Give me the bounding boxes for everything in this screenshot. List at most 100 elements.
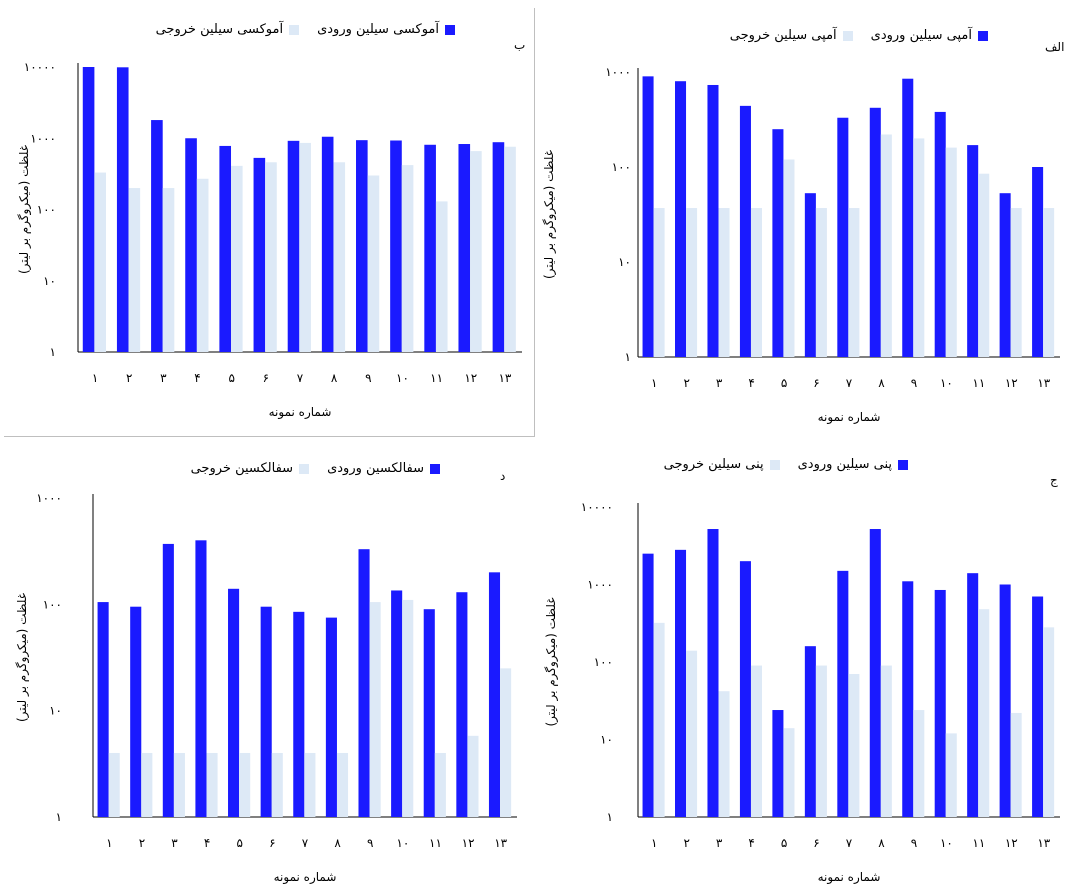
bar-outflow [783, 728, 795, 817]
x-axis-label: شماره نمونه [274, 870, 337, 885]
bar-inflow [675, 549, 687, 817]
legend-item-outflow: سفالکسین خروجی [190, 461, 310, 476]
bar-outflow [369, 602, 381, 817]
x-tick-label: ۳ [716, 376, 723, 390]
bar-outflow [173, 752, 185, 817]
x-tick-label: ۶ [269, 836, 275, 850]
x-tick-label: ۱ [106, 836, 112, 850]
legend-item-outflow: پنی سیلین خروجی [664, 457, 780, 472]
x-tick-label: ۱۳ [1037, 836, 1050, 850]
y-tick-label: ۱ [625, 350, 631, 364]
bar-inflow [772, 710, 784, 817]
bar-outflow [686, 650, 698, 817]
bar-inflow [228, 588, 240, 817]
y-tick-label: ۱۰۰۰ [36, 491, 62, 505]
panel-letter-alef: الف [1045, 40, 1065, 54]
x-tick-label: ۱۰ [396, 836, 409, 850]
y-tick-label: ۱۰۰۰ [587, 578, 613, 592]
bar-inflow [287, 140, 300, 352]
x-tick-label: ۱۲ [1005, 836, 1018, 850]
bar-outflow [434, 752, 446, 817]
x-tick-label: ۱ [651, 836, 657, 850]
y-tick-label: ۱۰ [49, 704, 62, 718]
bar-inflow [675, 81, 687, 357]
x-tick-label: ۱۰ [396, 371, 409, 385]
bar-outflow [299, 142, 311, 352]
x-tick-label: ۵ [237, 836, 243, 850]
y-tick-label: ۱۰۰۰۰ [581, 500, 613, 514]
panel-letter-dal: د [500, 469, 506, 483]
bar-outflow [653, 622, 665, 817]
bar-inflow [902, 581, 914, 817]
bar-outflow [815, 208, 827, 357]
y-tick-label: ۱۰ [600, 733, 613, 747]
bar-outflow [141, 752, 153, 817]
bar-inflow [219, 145, 232, 352]
bar-inflow [642, 553, 654, 817]
x-tick-label: ۶ [263, 371, 269, 385]
x-tick-label: ۱۲ [1005, 376, 1018, 390]
bar-inflow [772, 129, 784, 357]
bar-outflow [750, 665, 763, 817]
x-tick-label: ۳ [171, 836, 178, 850]
y-tick-label: ۱۰ [43, 274, 56, 288]
bar-inflow [739, 561, 751, 817]
x-tick-label: ۷ [297, 371, 304, 385]
x-axis-label: شماره نمونه [818, 870, 881, 885]
bar-inflow [707, 529, 719, 817]
bar-inflow [195, 540, 207, 817]
bar-outflow [945, 147, 957, 357]
bar-outflow [1010, 712, 1022, 817]
chart-panel-jim: پنی سیلین ورودی پنی سیلین خروجی ج ۱ ۱۰ ۱۰۰… [535, 445, 1073, 893]
bar-inflow [967, 145, 979, 357]
bar-inflow [82, 67, 95, 352]
legend-label-outflow: آموکسی سیلین خروجی [155, 22, 284, 37]
x-tick-label: ۱۱ [429, 836, 442, 850]
y-axis-label: غلظت (میکروگرم بر لیتر) [544, 597, 559, 726]
y-tick-label: ۱۰۰ [43, 597, 62, 611]
bar-inflow [97, 602, 109, 817]
legend-label-inflow: آمپی سیلین ورودی [870, 28, 972, 43]
bar-inflow [837, 570, 849, 817]
x-tick-label: ۶ [813, 376, 819, 390]
x-tick-label: ۸ [331, 371, 338, 385]
x-tick-label: ۱۱ [972, 376, 985, 390]
bar-inflow [934, 111, 946, 357]
x-tick-label: ۹ [911, 836, 917, 850]
x-tick-label: ۷ [302, 836, 309, 850]
x-tick-label: ۱۳ [1037, 376, 1050, 390]
bar-outflow [94, 172, 107, 352]
x-tick-label: ۷ [846, 376, 853, 390]
bar-inflow [869, 529, 881, 817]
x-tick-label: ۸ [334, 836, 341, 850]
bar-inflow [869, 107, 881, 357]
legend-item-outflow: آمپی سیلین خروجی [730, 28, 853, 43]
legend-item-inflow: آموکسی سیلین ورودی [317, 22, 455, 37]
bar-outflow [333, 162, 346, 352]
bar-outflow [367, 175, 380, 352]
y-tick-label: ۱ [607, 810, 613, 824]
x-tick-label: ۹ [367, 836, 373, 850]
y-tick-label: ۱ [50, 345, 56, 359]
bar-outflow [783, 159, 795, 357]
x-tick-label: ۴ [204, 836, 210, 850]
legend-label-outflow: سفالکسین خروجی [190, 461, 294, 476]
x-axis-label: شماره نمونه [269, 405, 332, 420]
bar-inflow [321, 136, 334, 352]
bar-outflow [470, 151, 482, 352]
bar-inflow [151, 120, 163, 353]
bar-inflow [253, 157, 266, 352]
bar-inflow [804, 646, 816, 817]
x-tick-label: ۵ [228, 371, 234, 385]
panel-letter-b: ب [514, 38, 526, 52]
bar-outflow [500, 668, 512, 817]
bar-outflow [945, 733, 957, 817]
bar-inflow [934, 589, 946, 817]
panel-b-frame [4, 8, 535, 437]
legend-item-inflow: سفالکسین ورودی [327, 461, 440, 476]
x-tick-label: ۴ [194, 371, 200, 385]
chart-panel-dal: سفالکسین ورودی سفالکسین خروجی د ۱ ۱۰ ۱۰۰ ۱۰… [0, 445, 535, 893]
bar-inflow [116, 67, 129, 353]
bar-inflow [837, 117, 849, 357]
